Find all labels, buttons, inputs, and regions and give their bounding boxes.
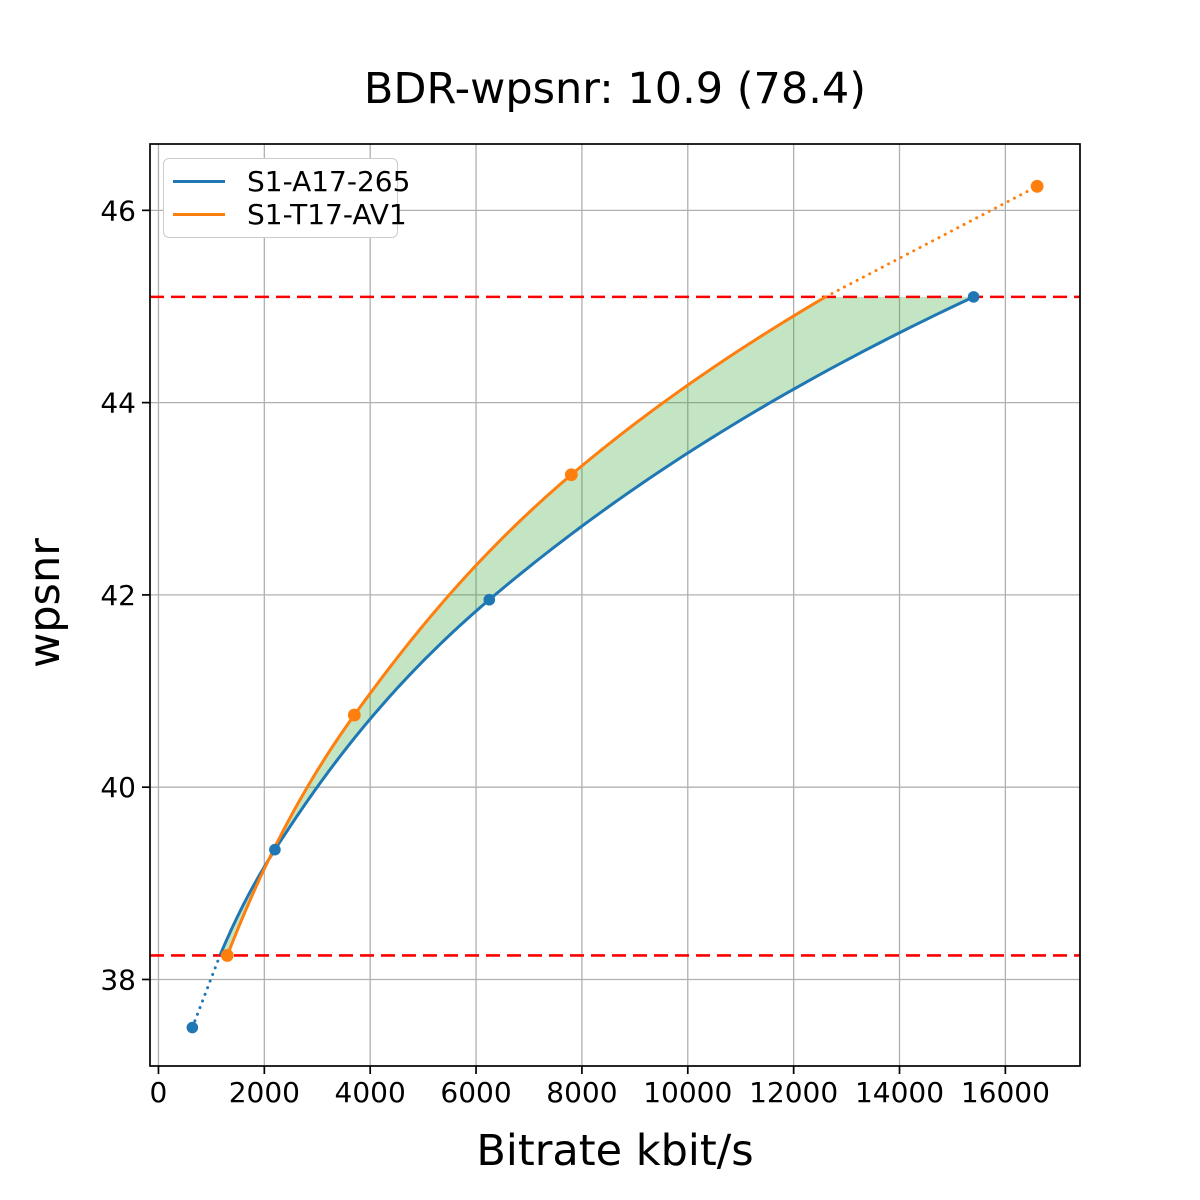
y-tick-label: 42 [100,579,136,612]
data-point-marker-s1-a17-265 [483,593,496,606]
legend-label: S1-T17-AV1 [247,198,407,231]
y-axis-label: wpsnr [20,538,70,668]
legend: S1-A17-265 S1-T17-AV1 [163,158,410,238]
series-extrapolation-s1-t17-av1 [824,184,1039,299]
data-point-marker-s1-t17-av1 [1030,179,1044,193]
x-axis-label: Bitrate kbit/s [476,1126,754,1176]
y-tick-label: 38 [100,963,136,996]
x-tick-label: 10000 [643,1076,732,1109]
x-tick-label: 6000 [440,1076,511,1109]
y-tick-label: 44 [100,387,136,420]
series-extrapolation-s1-a17-265 [190,953,222,1030]
data-point-marker-s1-t17-av1 [220,949,234,962]
axis-frame [149,143,1081,1067]
chart-title: BDR-wpsnr: 10.9 (78.4) [363,64,867,114]
x-tick-label: 8000 [546,1076,617,1109]
data-point-marker-s1-a17-265 [269,843,281,856]
x-tick-label: 14000 [855,1076,944,1109]
series-curve-s1-a17-265 [218,295,975,957]
legend-item: S1-T17-AV1 [173,198,407,231]
x-tick-label: 16000 [961,1076,1050,1109]
data-point-marker-s1-a17-265 [967,291,980,303]
x-tick-label: 2000 [229,1076,300,1109]
x-tick-label: 12000 [749,1076,838,1109]
data-point-marker-s1-t17-av1 [347,708,361,722]
data-point-marker-s1-t17-av1 [564,468,578,482]
bd-fill-region [219,296,974,956]
y-tick-label: 46 [100,194,136,227]
y-tick-label: 40 [100,771,136,804]
series-curve-s1-t17-av1 [225,295,827,956]
legend-label: S1-A17-265 [247,165,411,198]
legend-item: S1-A17-265 [173,165,410,198]
legend-line-swatch-blue [173,180,225,183]
x-tick-label: 4000 [335,1076,406,1109]
legend-line-swatch-orange [173,213,225,216]
data-point-marker-s1-a17-265 [186,1021,199,1034]
x-tick-label: 0 [150,1076,168,1109]
